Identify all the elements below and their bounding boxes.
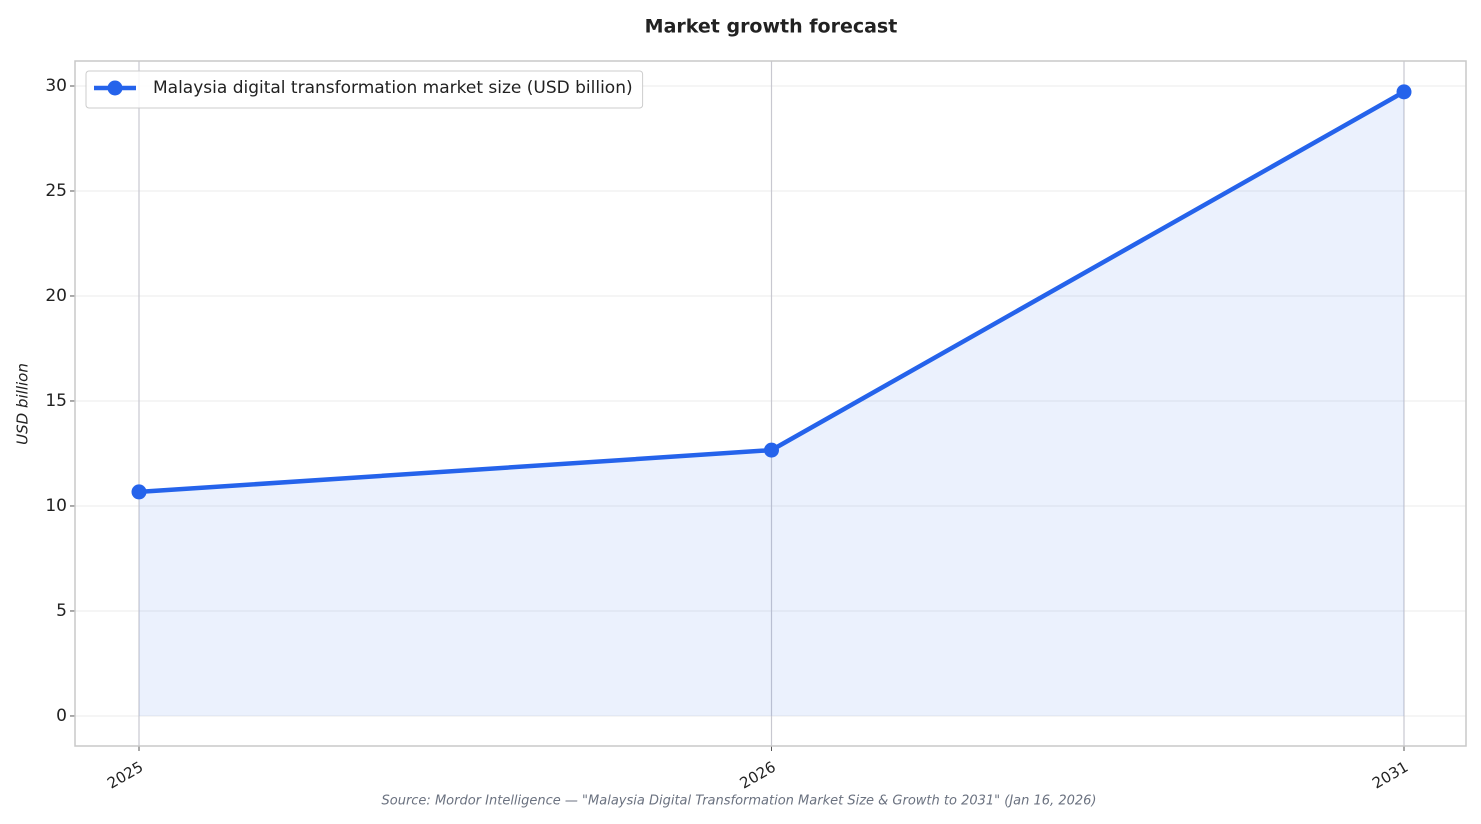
area-fill bbox=[139, 91, 1404, 716]
source-note: Source: Mordor Intelligence — "Malaysia … bbox=[382, 794, 1097, 809]
y-tick-label: 15 bbox=[45, 391, 67, 411]
legend-box bbox=[85, 70, 644, 109]
y-axis-label: USD billion bbox=[14, 363, 32, 445]
y-tick-label: 0 bbox=[56, 706, 67, 726]
legend-label: Malaysia digital transformation market s… bbox=[153, 78, 633, 98]
y-tick-label: 20 bbox=[45, 286, 67, 306]
x-tick-label: 2026 bbox=[737, 758, 779, 793]
chart-title: Market growth forecast bbox=[645, 16, 898, 38]
y-tick-label: 10 bbox=[45, 496, 67, 516]
data-point bbox=[1396, 84, 1412, 100]
data-point bbox=[764, 442, 779, 458]
y-tick-label: 25 bbox=[45, 181, 67, 201]
y-tick-label: 5 bbox=[56, 601, 67, 621]
y-tick-label: 30 bbox=[45, 76, 67, 96]
data-point bbox=[131, 484, 147, 500]
legend: Malaysia digital transformation market s… bbox=[85, 70, 644, 109]
x-tick-label: 2031 bbox=[1369, 758, 1411, 793]
legend-swatch-marker bbox=[107, 80, 123, 96]
plot-frame bbox=[74, 60, 1467, 747]
x-tick-label: 2025 bbox=[104, 758, 146, 793]
